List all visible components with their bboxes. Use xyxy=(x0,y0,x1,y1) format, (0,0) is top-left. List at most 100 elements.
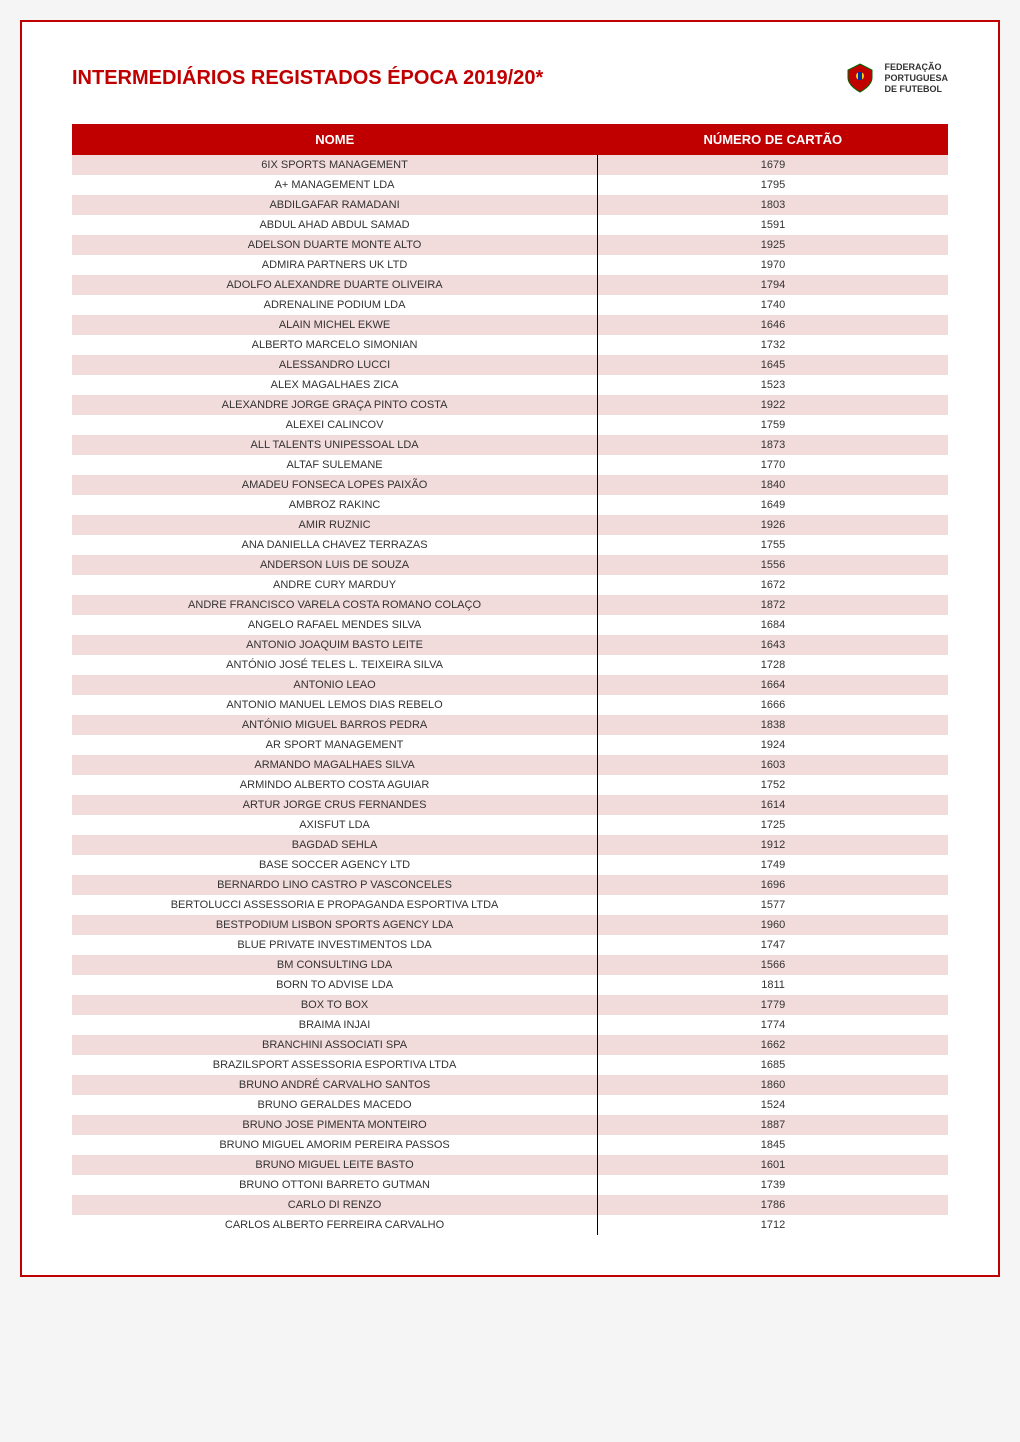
cell-name: ARMANDO MAGALHAES SILVA xyxy=(72,755,598,775)
cell-name: AMADEU FONSECA LOPES PAIXÃO xyxy=(72,475,598,495)
cell-card-number: 1523 xyxy=(598,375,948,395)
cell-name: BRUNO JOSE PIMENTA MONTEIRO xyxy=(72,1115,598,1135)
table-row: BASE SOCCER AGENCY LTD1749 xyxy=(72,855,948,875)
table-row: ALL TALENTS UNIPESSOAL LDA1873 xyxy=(72,435,948,455)
federation-logo-icon xyxy=(844,62,876,94)
cell-name: BM CONSULTING LDA xyxy=(72,955,598,975)
cell-card-number: 1712 xyxy=(598,1215,948,1235)
cell-name: ALESSANDRO LUCCI xyxy=(72,355,598,375)
table-row: CARLO DI RENZO1786 xyxy=(72,1195,948,1215)
cell-name: AMIR RUZNIC xyxy=(72,515,598,535)
cell-name: BLUE PRIVATE INVESTIMENTOS LDA xyxy=(72,935,598,955)
table-row: BRAZILSPORT ASSESSORIA ESPORTIVA LTDA168… xyxy=(72,1055,948,1075)
cell-name: BRUNO GERALDES MACEDO xyxy=(72,1095,598,1115)
document-page: INTERMEDIÁRIOS REGISTADOS ÉPOCA 2019/20*… xyxy=(20,20,1000,1277)
table-row: ANDERSON LUIS DE SOUZA1556 xyxy=(72,555,948,575)
table-row: BLUE PRIVATE INVESTIMENTOS LDA1747 xyxy=(72,935,948,955)
cell-card-number: 1747 xyxy=(598,935,948,955)
cell-card-number: 1924 xyxy=(598,735,948,755)
cell-name: ANTONIO MANUEL LEMOS DIAS REBELO xyxy=(72,695,598,715)
cell-name: CARLO DI RENZO xyxy=(72,1195,598,1215)
table-row: ADOLFO ALEXANDRE DUARTE OLIVEIRA1794 xyxy=(72,275,948,295)
table-row: BESTPODIUM LISBON SPORTS AGENCY LDA1960 xyxy=(72,915,948,935)
table-row: ARMANDO MAGALHAES SILVA1603 xyxy=(72,755,948,775)
table-row: BOX TO BOX1779 xyxy=(72,995,948,1015)
cell-card-number: 1840 xyxy=(598,475,948,495)
cell-card-number: 1685 xyxy=(598,1055,948,1075)
table-row: ANTONIO LEAO1664 xyxy=(72,675,948,695)
table-body: 6IX SPORTS MANAGEMENT1679A+ MANAGEMENT L… xyxy=(72,155,948,1235)
table-row: ANTONIO JOAQUIM BASTO LEITE1643 xyxy=(72,635,948,655)
cell-card-number: 1666 xyxy=(598,695,948,715)
cell-name: ALAIN MICHEL EKWE xyxy=(72,315,598,335)
cell-card-number: 1770 xyxy=(598,455,948,475)
cell-card-number: 1646 xyxy=(598,315,948,335)
cell-name: ADRENALINE PODIUM LDA xyxy=(72,295,598,315)
logo-line-1: FEDERAÇÃO xyxy=(884,62,948,73)
table-row: BM CONSULTING LDA1566 xyxy=(72,955,948,975)
table-row: BERNARDO LINO CASTRO P VASCONCELES1696 xyxy=(72,875,948,895)
cell-name: BRANCHINI ASSOCIATI SPA xyxy=(72,1035,598,1055)
cell-card-number: 1779 xyxy=(598,995,948,1015)
table-row: 6IX SPORTS MANAGEMENT1679 xyxy=(72,155,948,175)
cell-name: ALEXANDRE JORGE GRAÇA PINTO COSTA xyxy=(72,395,598,415)
cell-name: BRUNO ANDRÉ CARVALHO SANTOS xyxy=(72,1075,598,1095)
table-row: ADRENALINE PODIUM LDA1740 xyxy=(72,295,948,315)
table-row: ARMINDO ALBERTO COSTA AGUIAR1752 xyxy=(72,775,948,795)
cell-name: ADOLFO ALEXANDRE DUARTE OLIVEIRA xyxy=(72,275,598,295)
cell-name: BERNARDO LINO CASTRO P VASCONCELES xyxy=(72,875,598,895)
table-row: BRUNO JOSE PIMENTA MONTEIRO1887 xyxy=(72,1115,948,1135)
table-row: ABDILGAFAR RAMADANI1803 xyxy=(72,195,948,215)
cell-card-number: 1887 xyxy=(598,1115,948,1135)
cell-card-number: 1795 xyxy=(598,175,948,195)
cell-card-number: 1970 xyxy=(598,255,948,275)
table-row: BRUNO MIGUEL LEITE BASTO1601 xyxy=(72,1155,948,1175)
cell-card-number: 1566 xyxy=(598,955,948,975)
cell-card-number: 1684 xyxy=(598,615,948,635)
cell-name: ANDRE FRANCISCO VARELA COSTA ROMANO COLA… xyxy=(72,595,598,615)
table-row: ANTÓNIO MIGUEL BARROS PEDRA1838 xyxy=(72,715,948,735)
cell-name: AXISFUT LDA xyxy=(72,815,598,835)
logo-section: FEDERAÇÃO PORTUGUESA DE FUTEBOL xyxy=(844,62,948,94)
table-row: BORN TO ADVISE LDA1811 xyxy=(72,975,948,995)
table-row: ADELSON DUARTE MONTE ALTO1925 xyxy=(72,235,948,255)
cell-name: ALEXEI CALINCOV xyxy=(72,415,598,435)
cell-name: BORN TO ADVISE LDA xyxy=(72,975,598,995)
cell-name: ARTUR JORGE CRUS FERNANDES xyxy=(72,795,598,815)
cell-card-number: 1926 xyxy=(598,515,948,535)
cell-card-number: 1728 xyxy=(598,655,948,675)
logo-line-2: PORTUGUESA xyxy=(884,73,948,84)
table-row: ALESSANDRO LUCCI1645 xyxy=(72,355,948,375)
cell-card-number: 1591 xyxy=(598,215,948,235)
table-row: AXISFUT LDA1725 xyxy=(72,815,948,835)
cell-name: ADMIRA PARTNERS UK LTD xyxy=(72,255,598,275)
cell-card-number: 1794 xyxy=(598,275,948,295)
table-row: BRANCHINI ASSOCIATI SPA1662 xyxy=(72,1035,948,1055)
cell-name: BERTOLUCCI ASSESSORIA E PROPAGANDA ESPOR… xyxy=(72,895,598,915)
cell-name: BAGDAD SEHLA xyxy=(72,835,598,855)
cell-card-number: 1873 xyxy=(598,435,948,455)
cell-card-number: 1740 xyxy=(598,295,948,315)
table-row: ARTUR JORGE CRUS FERNANDES1614 xyxy=(72,795,948,815)
table-row: BRAIMA INJAI1774 xyxy=(72,1015,948,1035)
table-row: ANA DANIELLA CHAVEZ TERRAZAS1755 xyxy=(72,535,948,555)
cell-name: ALBERTO MARCELO SIMONIAN xyxy=(72,335,598,355)
cell-name: BESTPODIUM LISBON SPORTS AGENCY LDA xyxy=(72,915,598,935)
cell-card-number: 1643 xyxy=(598,635,948,655)
table-row: ANTONIO MANUEL LEMOS DIAS REBELO1666 xyxy=(72,695,948,715)
cell-card-number: 1739 xyxy=(598,1175,948,1195)
table-row: ALEXANDRE JORGE GRAÇA PINTO COSTA1922 xyxy=(72,395,948,415)
cell-card-number: 1872 xyxy=(598,595,948,615)
cell-name: ALL TALENTS UNIPESSOAL LDA xyxy=(72,435,598,455)
cell-card-number: 1925 xyxy=(598,235,948,255)
table-row: BRUNO GERALDES MACEDO1524 xyxy=(72,1095,948,1115)
cell-card-number: 1696 xyxy=(598,875,948,895)
cell-name: ANDERSON LUIS DE SOUZA xyxy=(72,555,598,575)
table-header: NOME NÚMERO DE CARTÃO xyxy=(72,124,948,155)
cell-name: BASE SOCCER AGENCY LTD xyxy=(72,855,598,875)
table-row: ANTÓNIO JOSÉ TELES L. TEIXEIRA SILVA1728 xyxy=(72,655,948,675)
cell-name: ANDRE CURY MARDUY xyxy=(72,575,598,595)
cell-card-number: 1556 xyxy=(598,555,948,575)
cell-card-number: 1664 xyxy=(598,675,948,695)
cell-name: ARMINDO ALBERTO COSTA AGUIAR xyxy=(72,775,598,795)
